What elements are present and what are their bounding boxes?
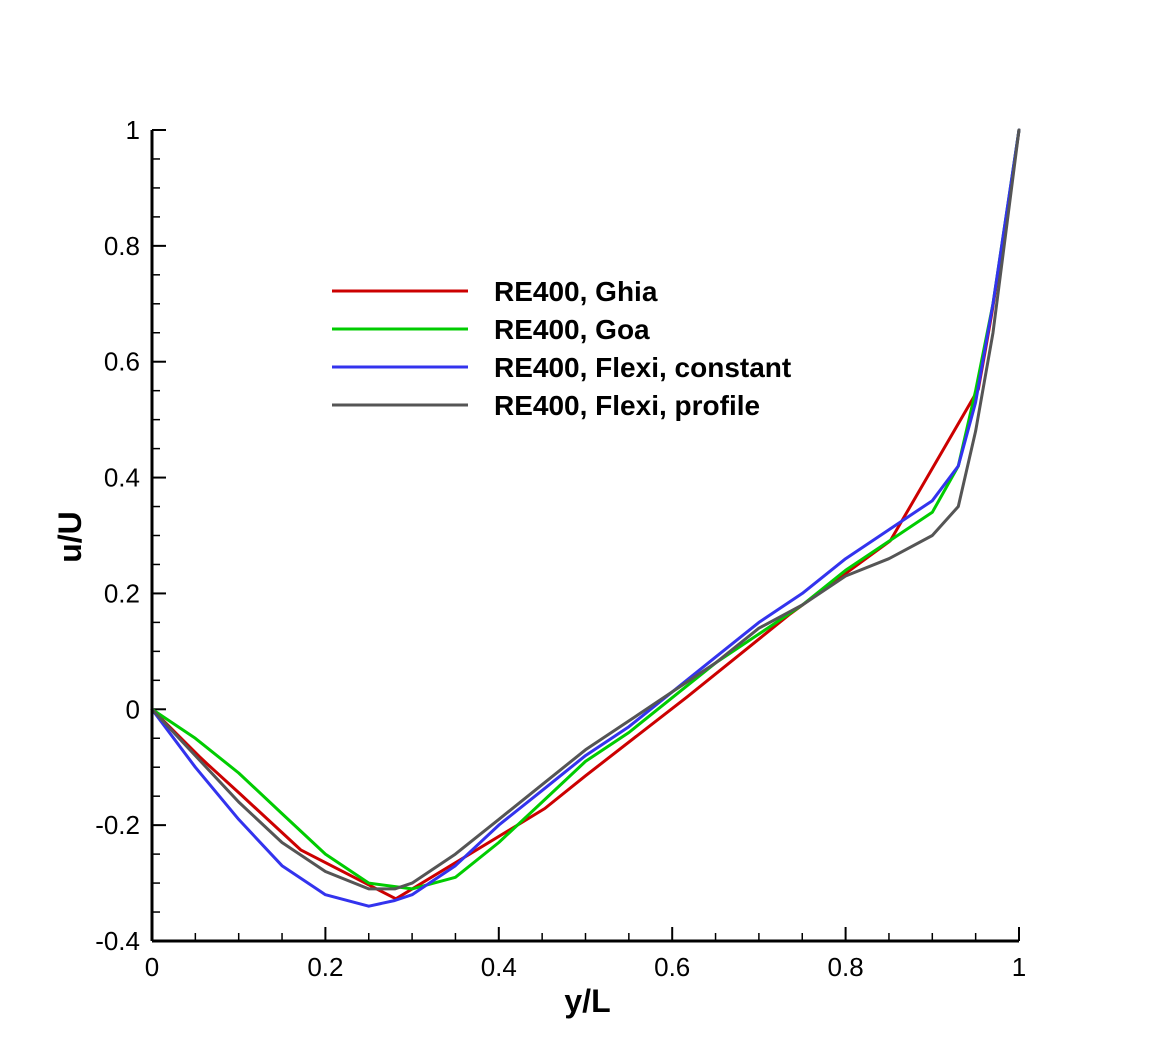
x-axis-title: y/L (564, 983, 610, 1019)
axes-frame (150, 130, 1019, 943)
legend: RE400, Ghia RE400, Goa RE400, Flexi, const… (332, 276, 791, 421)
legend-label: RE400, Goa (494, 314, 650, 345)
y-tick-label: -0.4 (95, 926, 140, 956)
x-tick-label: 0 (145, 952, 159, 982)
series-lines (150, 128, 1021, 908)
y-tick-label: 0.2 (104, 578, 140, 608)
y-tick-label: 0 (126, 694, 140, 724)
x-tick-label: 0.2 (307, 952, 343, 982)
y-tick-label: 1 (126, 115, 140, 145)
legend-label: RE400, Ghia (494, 276, 658, 307)
y-tick-label: 0.8 (104, 231, 140, 261)
y-tick-label: -0.2 (95, 810, 140, 840)
axis-ticks: 0 0.2 0.4 0.6 0.8 1 -0.4 -0.2 0 0.2 0.4 0.6 0.8 1 (95, 115, 1026, 982)
y-axis-title: u/U (52, 511, 88, 563)
y-tick-label: 0.4 (104, 463, 140, 493)
x-tick-label: 0.8 (828, 952, 864, 982)
series-line-2 (150, 128, 1021, 891)
x-tick-label: 0.6 (654, 952, 690, 982)
legend-label: RE400, Flexi, constant (494, 352, 791, 383)
x-tick-label: 0.4 (481, 952, 517, 982)
series-line-4 (150, 128, 1021, 891)
series-line-1 (150, 128, 1021, 901)
legend-label: RE400, Flexi, profile (494, 390, 760, 421)
y-tick-label: 0.6 (104, 347, 140, 377)
series-line-3 (150, 128, 1021, 908)
x-tick-label: 1 (1012, 952, 1026, 982)
